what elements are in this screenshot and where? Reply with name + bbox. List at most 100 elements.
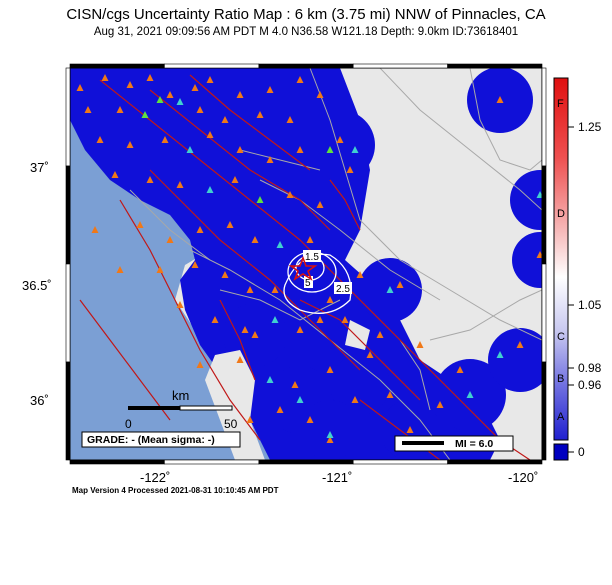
station-triangle-icon	[296, 396, 304, 403]
station-triangle-icon	[276, 406, 284, 413]
station-triangle-icon	[96, 136, 104, 143]
colorbar-letter-a: A	[557, 411, 565, 423]
station-triangle-icon	[271, 316, 279, 323]
station-triangle-icon	[266, 156, 274, 163]
station-triangle-icon	[236, 356, 244, 363]
station-triangle-icon	[206, 131, 214, 138]
station-triangle-icon	[156, 96, 164, 103]
station-triangle-icon	[236, 146, 244, 153]
station-triangle-icon	[286, 116, 294, 123]
station-triangle-icon	[326, 146, 334, 153]
station-triangle-icon	[496, 351, 504, 358]
station-triangle-icon	[161, 136, 169, 143]
station-triangle-icon	[351, 396, 359, 403]
colorbar-value-0.96: 0.96	[578, 378, 602, 392]
lon-label-122: -122˚	[140, 470, 170, 485]
station-triangle-icon	[406, 426, 414, 433]
station-triangle-icon	[191, 84, 199, 91]
colorbar-value-1.25: 1.25	[578, 120, 602, 134]
station-triangle-icon	[306, 236, 314, 243]
station-triangle-icon	[191, 261, 199, 268]
station-triangle-icon	[536, 191, 542, 198]
station-triangle-icon	[456, 366, 464, 373]
station-triangle-icon	[266, 376, 274, 383]
station-triangle-icon	[306, 416, 314, 423]
scale-bar: km 0 50	[125, 388, 238, 431]
station-triangle-icon	[296, 326, 304, 333]
lon-label-121: -121˚	[322, 470, 352, 485]
colorbar-letter-f: F	[557, 98, 564, 110]
station-triangle-icon	[246, 416, 254, 423]
station-triangle-icon	[291, 381, 299, 388]
colorbar-letter-b: B	[557, 373, 564, 385]
grade-box: GRADE: - (Mean sigma: -)	[81, 431, 241, 448]
station-triangle-icon	[136, 221, 144, 228]
station-triangle-icon	[156, 266, 164, 273]
station-triangle-icon	[326, 366, 334, 373]
station-triangle-icon	[251, 331, 259, 338]
contour-labels: 1.5 2.5 5	[303, 250, 352, 295]
station-triangle-icon	[326, 436, 334, 443]
station-triangle-icon	[146, 176, 154, 183]
station-triangle-icon	[496, 96, 504, 103]
station-triangle-icon	[316, 91, 324, 98]
grade-text: GRADE: - (Mean sigma: -)	[87, 434, 215, 446]
map-subtitle: Aug 31, 2021 09:09:56 AM PDT M 4.0 N36.5…	[93, 26, 519, 38]
station-triangle-icon	[376, 331, 384, 338]
station-triangle-icon	[221, 271, 229, 278]
station-triangle-icon	[516, 341, 524, 348]
station-triangle-icon	[126, 141, 134, 148]
station-triangle-icon	[196, 226, 204, 233]
station-triangle-icon	[166, 236, 174, 243]
station-triangle-icon	[396, 281, 404, 288]
station-triangle-icon	[286, 191, 294, 198]
station-triangle-icon	[186, 146, 194, 153]
station-triangle-icon	[196, 361, 204, 368]
station-triangle-icon	[351, 146, 359, 153]
lat-label-36: 36˚	[30, 393, 49, 408]
station-triangle-icon	[466, 391, 474, 398]
contour-label-1.5: 1.5	[305, 252, 319, 263]
mi-legend: MI = 6.0	[394, 435, 514, 452]
station-triangle-icon	[276, 241, 284, 248]
colorbar-value-0: 0	[578, 445, 585, 459]
low-coverage-gaps	[205, 320, 370, 460]
station-triangle-icon	[316, 316, 324, 323]
station-triangle-icon	[356, 271, 364, 278]
station-triangle-icon	[366, 351, 374, 358]
station-triangle-icon	[176, 98, 184, 105]
colorbar-value-0.98: 0.98	[578, 361, 602, 375]
station-triangle-icon	[196, 106, 204, 113]
station-triangle-icon	[176, 301, 184, 308]
seismic-stations	[76, 74, 542, 443]
station-triangle-icon	[436, 401, 444, 408]
station-triangle-icon	[266, 86, 274, 93]
station-triangle-icon	[206, 76, 214, 83]
station-triangle-icon	[166, 91, 174, 98]
station-triangle-icon	[226, 221, 234, 228]
station-triangle-icon	[386, 286, 394, 293]
station-triangle-icon	[146, 74, 154, 81]
colorbar-ticks	[568, 126, 574, 453]
contour-label-5: 5	[305, 278, 311, 289]
fault-lines	[79, 74, 531, 460]
lon-label-120: -120˚	[508, 470, 538, 485]
lat-label-36.5: 36.5˚	[22, 278, 52, 293]
station-triangle-icon	[336, 136, 344, 143]
station-triangle-icon	[536, 251, 542, 258]
station-triangle-icon	[386, 391, 394, 398]
map-border	[65, 63, 547, 465]
station-triangle-icon	[416, 341, 424, 348]
station-triangle-icon	[346, 166, 354, 173]
station-triangle-icon	[296, 76, 304, 83]
map-version-footer: Map Version 4 Processed 2021-08-31 10:10…	[72, 486, 279, 495]
station-triangle-icon	[256, 196, 264, 203]
station-triangle-icon	[91, 226, 99, 233]
station-triangle-icon	[296, 146, 304, 153]
colorbar-letter-c: C	[557, 331, 565, 343]
epicenter-star-icon	[288, 255, 318, 281]
lat-label-37: 37˚	[30, 160, 49, 175]
station-triangle-icon	[84, 106, 92, 113]
station-triangle-icon	[111, 171, 119, 178]
